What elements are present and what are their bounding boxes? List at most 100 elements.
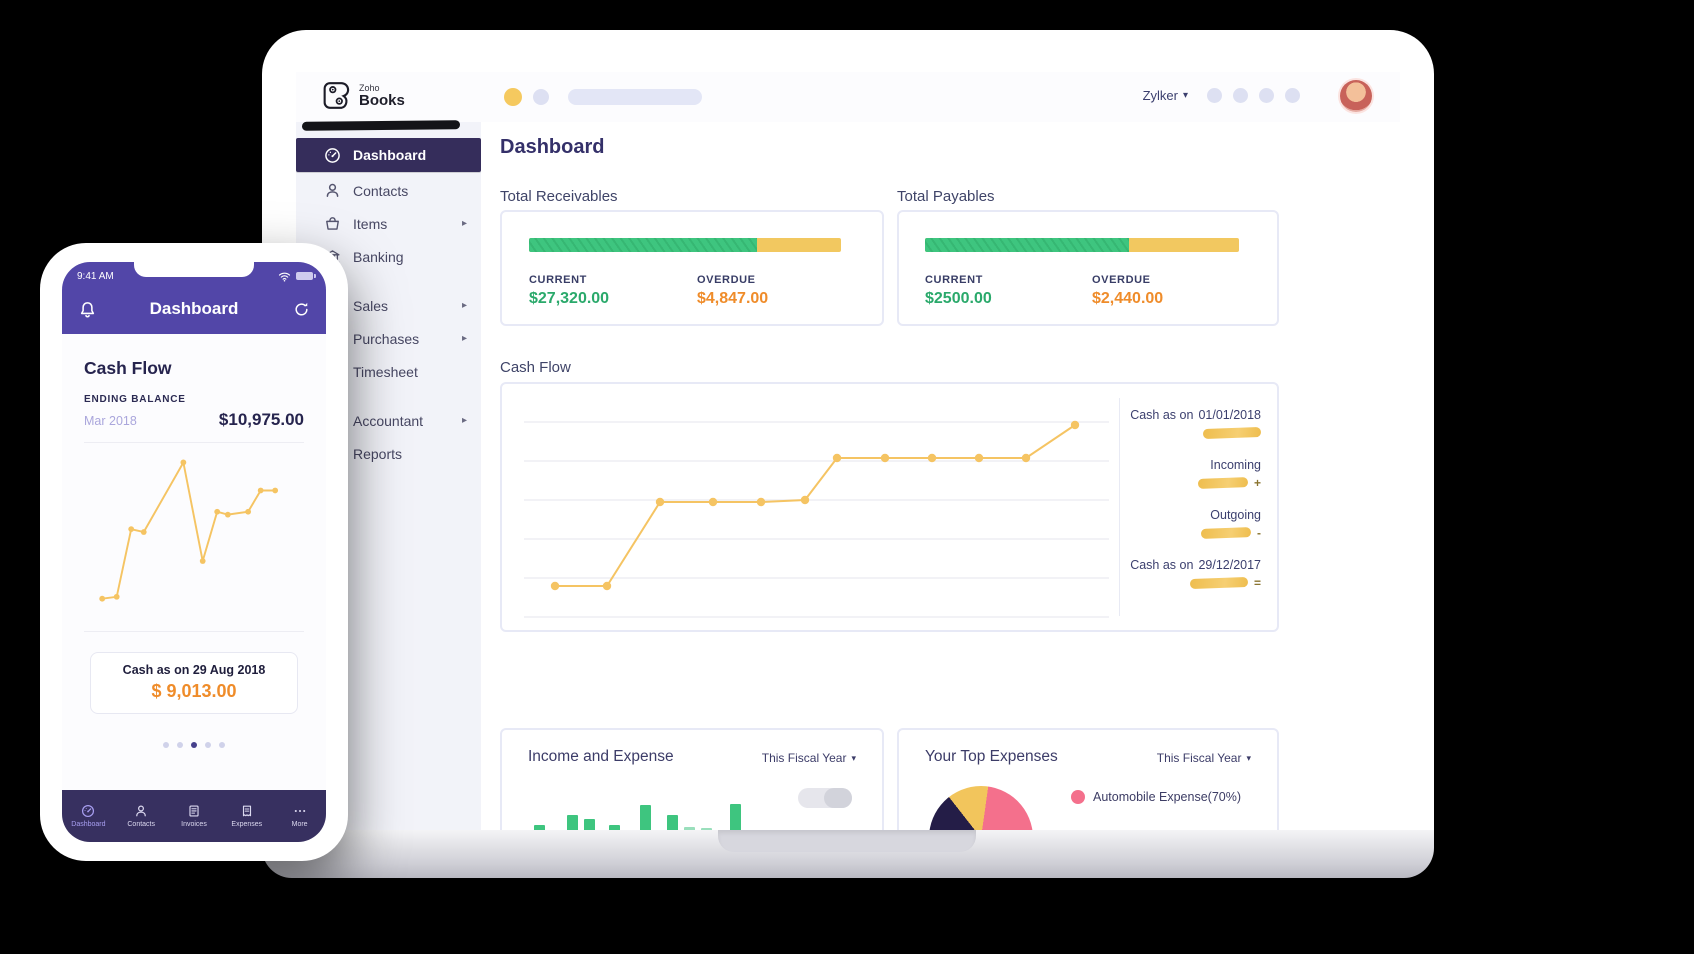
income-expense-bar <box>640 805 651 830</box>
cashflow-legend-value-row: + <box>1123 476 1261 490</box>
phone-page-title: Dashboard <box>149 299 239 318</box>
sidebar-item-purchases[interactable]: Purchases ▸ <box>296 322 481 355</box>
sidebar-item-label: Contacts <box>353 182 409 199</box>
top-expenses-filter-label: This Fiscal Year <box>1156 751 1242 765</box>
receivables-current-value: $27,320.00 <box>529 290 610 307</box>
phone-nav-contacts[interactable]: Contacts <box>115 790 168 842</box>
phone-frame: 9:41 AM Dashboard <box>40 243 348 861</box>
payables-overdue-value: $2,440.00 <box>1092 290 1164 307</box>
sidebar-item-label: Purchases <box>353 330 420 347</box>
receivables-progress-bar <box>529 238 841 252</box>
receivables-card: CURRENT $27,320.00 OVERDUE $4,847.00 <box>500 210 884 326</box>
phone-nav-dashboard[interactable]: Dashboard <box>62 790 115 842</box>
main-content: Dashboard Total Receivables CURRENT $27,… <box>481 122 1400 830</box>
cashflow-legend-label: Cash as on 29/12/2017 <box>1130 558 1261 572</box>
user-avatar[interactable] <box>1340 80 1372 112</box>
cashflow-legend-value-row <box>1123 426 1262 440</box>
topbar-icon-placeholder[interactable] <box>1233 88 1248 103</box>
carousel-dot[interactable] <box>191 742 197 748</box>
chart-toggle[interactable] <box>798 788 852 808</box>
divider <box>84 442 304 443</box>
sidebar-item-label: Banking <box>353 248 404 265</box>
phone-body: Cash Flow ENDING BALANCE Mar 2018 $10,97… <box>62 334 326 790</box>
income-expense-bars <box>534 782 741 830</box>
phone-nav-expenses[interactable]: Expenses <box>220 790 273 842</box>
zoho-books-logo-icon <box>323 82 350 109</box>
top-expenses-filter[interactable]: This Fiscal Year ▾ <box>1157 751 1251 765</box>
cashflow-legend-row: Cash as on 29/12/2017 = <box>1123 558 1261 590</box>
search-bar-placeholder[interactable] <box>568 89 702 105</box>
basket-icon <box>324 215 341 232</box>
receivables-overdue-value: $4,847.00 <box>697 290 769 307</box>
operator-sign: + <box>1253 476 1261 490</box>
sidebar-item-sales[interactable]: Sales ▸ <box>296 289 481 322</box>
income-expense-bar <box>609 825 620 830</box>
sidebar-item-label: Accountant <box>353 412 424 429</box>
cashflow-legend-value-row: = <box>1123 576 1261 590</box>
income-expense-bar <box>701 828 712 830</box>
phone-cashflow-chart <box>99 459 279 602</box>
sidebar-item-reports[interactable]: Reports <box>296 437 481 470</box>
income-expense-filter[interactable]: This Fiscal Year ▾ <box>762 751 856 765</box>
top-expenses-pie-chart <box>929 786 1033 830</box>
cashflow-legend-row: Cash as on 01/01/2018 <box>1123 408 1262 440</box>
phone-nav-invoices[interactable]: Invoices <box>168 790 221 842</box>
notification-dot[interactable] <box>504 88 522 106</box>
sidebar-item-timesheet[interactable]: Timesheet <box>296 355 481 388</box>
cashflow-legend-row: Incoming + <box>1123 458 1261 490</box>
cashflow-legend-date: 01/01/2018 <box>1198 408 1261 422</box>
phone-nav-label: More <box>291 821 308 828</box>
topbar-icon-placeholder[interactable] <box>1207 88 1222 103</box>
sidebar-item-dashboard[interactable]: Dashboard <box>296 138 481 172</box>
carousel-dot[interactable] <box>205 742 211 748</box>
receivables-section-title: Total Receivables <box>500 188 618 205</box>
ending-balance-value: $10,975.00 <box>218 410 304 429</box>
ending-balance-label: ENDING BALANCE <box>84 394 186 405</box>
toolbar-dot[interactable] <box>533 89 549 105</box>
bell-icon[interactable] <box>78 300 97 319</box>
refresh-icon[interactable] <box>293 301 310 318</box>
phone-nav-bar: Dashboard Contacts Invoices Expenses More <box>62 790 326 842</box>
desktop-screen: Zoho Books Zylker ▾ Dashboard Contacts Ite… <box>296 72 1400 830</box>
receivables-current-label: CURRENT <box>529 274 587 286</box>
zoho-books-logo: Zoho Books <box>322 81 405 110</box>
top-expenses-card: Your Top Expenses This Fiscal Year ▾ Aut… <box>897 728 1279 830</box>
phone-nav-label: Contacts <box>127 821 155 828</box>
cashflow-legend: Cash as on 01/01/2018 Incoming + Outgoing - Ca… <box>1123 408 1262 590</box>
sidebar-item-accountant[interactable]: Accountant ▸ <box>296 404 481 437</box>
redacted-value-scribble <box>1197 477 1249 489</box>
carousel-dot[interactable] <box>163 742 169 748</box>
topbar-icon-placeholders <box>1207 88 1300 103</box>
sidebar-item-label: Items <box>353 215 388 232</box>
carousel-dot[interactable] <box>219 742 225 748</box>
cashflow-legend-row: Outgoing - <box>1123 508 1261 540</box>
org-name: Zylker <box>1142 88 1178 103</box>
receipt-icon <box>240 804 254 818</box>
gauge-icon <box>324 147 341 164</box>
income-expense-bar <box>567 815 578 830</box>
sidebar-item-contacts[interactable]: Contacts <box>296 174 481 207</box>
income-expense-bar <box>584 819 595 830</box>
cash-as-on-card: Cash as on 29 Aug 2018 $ 9,013.00 <box>90 652 298 714</box>
phone-cashflow-title: Cash Flow <box>84 358 172 378</box>
org-switcher[interactable]: Zylker ▾ <box>1143 88 1188 103</box>
status-time: 9:41 AM <box>77 270 114 282</box>
cashflow-legend-date: 29/12/2017 <box>1198 558 1261 572</box>
phone-screen: 9:41 AM Dashboard <box>62 262 326 842</box>
carousel-dot[interactable] <box>177 742 183 748</box>
redacted-value-scribble <box>1200 527 1252 539</box>
phone-nav-label: Expenses <box>231 821 263 828</box>
cashflow-legend-label: Cash as on 01/01/2018 <box>1130 408 1261 422</box>
topbar-icon-placeholder[interactable] <box>1259 88 1274 103</box>
cashflow-legend-divider <box>1119 398 1120 616</box>
redacted-value-scribble <box>1202 426 1262 440</box>
balance-row: Mar 2018 $10,975.00 <box>84 410 304 430</box>
logo-text-zoho: Zoho <box>359 83 380 93</box>
cashflow-chart <box>524 420 1109 618</box>
phone-nav-more[interactable]: More <box>273 790 326 842</box>
carousel-dots <box>84 742 304 748</box>
income-expense-filter-label: This Fiscal Year <box>761 751 847 765</box>
sidebar-item-items[interactable]: Items ▸ <box>296 207 481 240</box>
laptop-base-notch <box>718 830 976 852</box>
topbar-icon-placeholder[interactable] <box>1285 88 1300 103</box>
